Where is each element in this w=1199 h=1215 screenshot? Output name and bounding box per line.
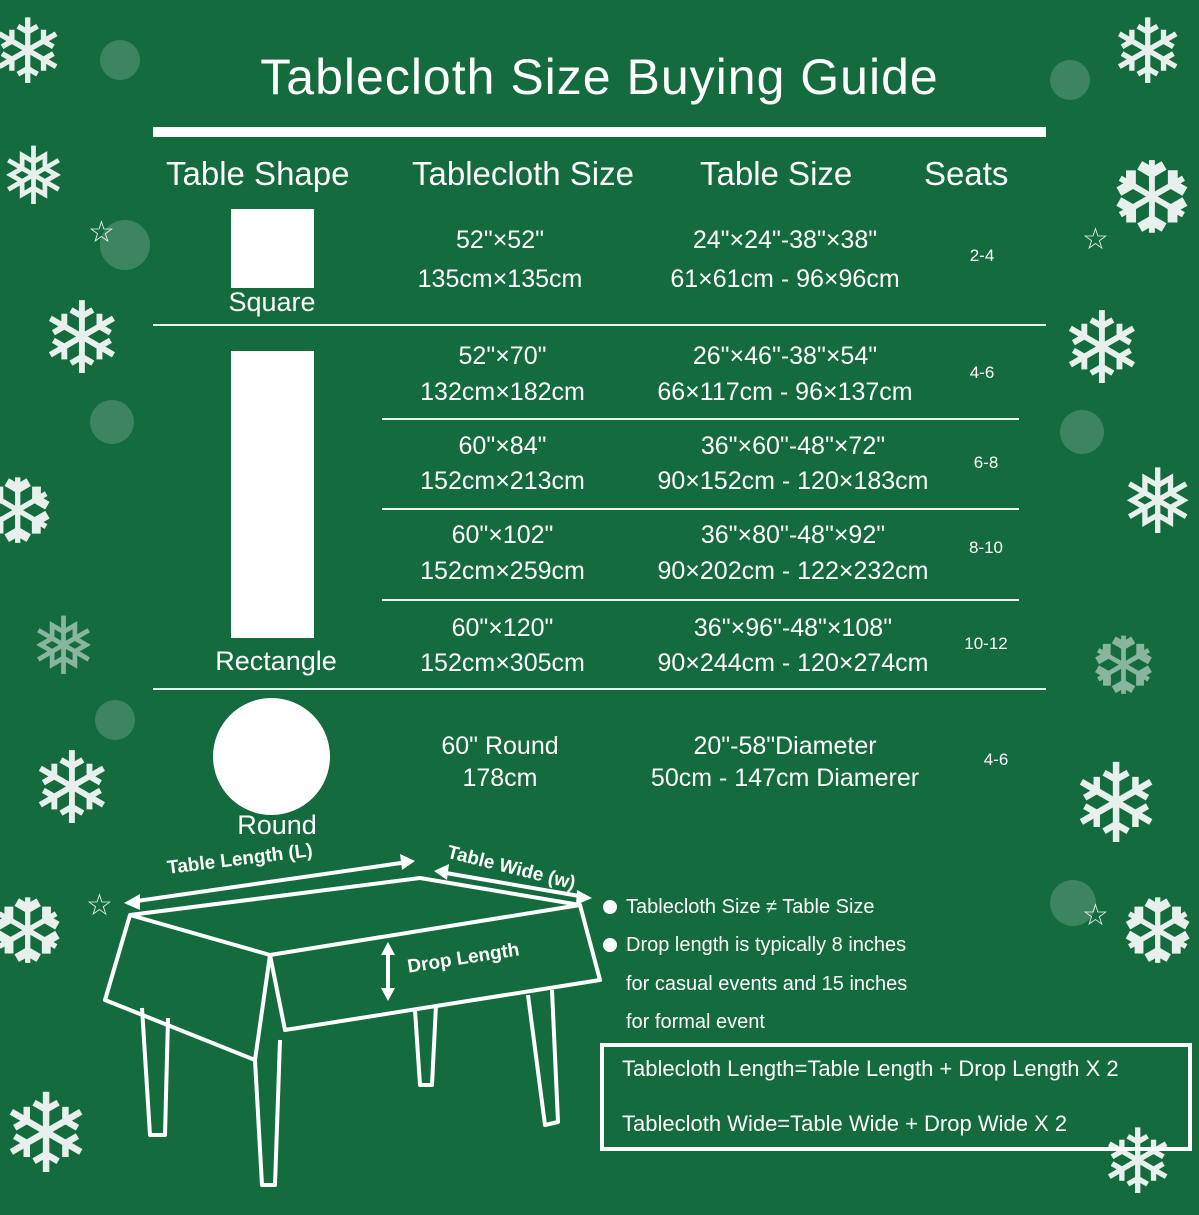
seats-value: 4-6	[983, 750, 1009, 769]
snowflake-icon: ❄	[1110, 3, 1186, 103]
snowflake-icon: ❄	[30, 733, 114, 845]
cloth-size-in: 52"×52"	[456, 226, 544, 254]
row-divider	[382, 418, 1019, 420]
cloth-size-cm: 132cm×182cm	[420, 378, 585, 406]
row-divider	[382, 599, 1019, 601]
page-title: Tablecloth Size Buying Guide	[260, 49, 939, 105]
star-icon: ☆	[1082, 223, 1109, 256]
cloth-size-in: 60"×84"	[458, 432, 547, 460]
cloth-size-cm: 152cm×213cm	[420, 467, 585, 495]
table-size-cm: 90×202cm - 122×232cm	[657, 557, 929, 585]
cloth-size-cm: 152cm×305cm	[420, 649, 585, 677]
table-leg	[526, 989, 560, 1127]
arrowhead	[400, 854, 415, 870]
table-size-in: 36"×80"-48"×92"	[700, 521, 886, 549]
snowflake-icon: ❅	[0, 132, 68, 221]
cloth-size-cm: 152cm×259cm	[420, 557, 585, 585]
table-size-cm: 90×152cm - 120×183cm	[657, 467, 929, 495]
seats-value: 10-12	[964, 634, 1008, 653]
shape-label-round: Round	[237, 810, 317, 840]
arrowhead	[381, 942, 395, 955]
formula-wide: Tablecloth Wide=Table Wide + Drop Wide X…	[622, 1111, 1068, 1136]
round-shape-icon	[213, 698, 330, 815]
table-size-in: 36"×96"-48"×108"	[693, 614, 893, 642]
bokeh-dot	[1050, 880, 1096, 926]
square-shape-icon	[231, 209, 314, 288]
snowflake-icon: ❆	[1110, 143, 1194, 255]
header-table-shape: Table Shape	[166, 155, 350, 192]
snowflake-icon: ❆	[0, 463, 56, 563]
bokeh-dot	[1060, 410, 1104, 454]
snowflake-icon: ❅	[30, 602, 98, 691]
note-text: for formal event	[626, 1011, 765, 1033]
arrowhead	[434, 864, 449, 880]
table-size-in: 24"×24"-38"×38"	[692, 226, 878, 254]
snowflake-icon: ❄	[0, 3, 66, 103]
formula-box	[600, 1043, 1192, 1151]
snowflake-icon: ❄	[1100, 1113, 1176, 1213]
table-size-cm: 66×117cm - 96×137cm	[657, 378, 913, 406]
cloth-size-cm: 135cm×135cm	[417, 265, 583, 293]
header-tablecloth-size: Tablecloth Size	[412, 155, 634, 192]
row-divider	[153, 688, 1046, 690]
header-table-size: Table Size	[700, 155, 853, 192]
table-size-cm: 50cm - 147cm Diamerer	[650, 764, 920, 792]
shape-label-rectangle: Rectangle	[215, 646, 337, 676]
table-size-in: 26"×46"-38"×54"	[692, 342, 878, 370]
table-leg	[413, 1004, 438, 1087]
snowflake-icon: ❆	[0, 883, 66, 983]
bullet-icon	[603, 938, 617, 952]
snowflake-icon: ❅	[1120, 453, 1196, 553]
star-icon: ☆	[1082, 899, 1109, 932]
cloth-size-cm: 178cm	[462, 764, 538, 792]
cloth-drop-front	[268, 904, 602, 1032]
seats-value: 4-6	[969, 363, 995, 382]
arrowhead	[576, 890, 592, 905]
formula-length: Tablecloth Length=Table Length + Drop Le…	[622, 1056, 1119, 1081]
snowflake-icon: ❄	[40, 283, 124, 395]
cloth-size-in: 52"×70"	[458, 342, 547, 370]
cloth-size-in: 60"×120"	[451, 614, 554, 642]
table-leg	[253, 1039, 282, 1187]
table-size-in: 36"×60"-48"×72"	[700, 432, 886, 460]
cloth-drop-left	[103, 914, 272, 1062]
bokeh-dot	[95, 700, 135, 740]
bokeh-dot	[100, 40, 140, 80]
table-leg	[140, 1007, 170, 1137]
bokeh-dot	[90, 400, 134, 444]
snowflake-icon: ❆	[1120, 883, 1196, 983]
snowflake-icon: ❄	[1070, 743, 1163, 866]
arrowhead	[381, 988, 395, 1001]
row-divider	[382, 508, 1019, 510]
rectangle-shape-icon	[231, 351, 314, 638]
length-arrow	[129, 860, 409, 904]
table-size-cm: 90×244cm - 120×274cm	[657, 649, 929, 677]
snowflake-icon: ❆	[1090, 622, 1158, 711]
note-text: for casual events and 15 inches	[626, 973, 908, 995]
star-icon: ☆	[88, 216, 115, 249]
seats-value: 2-4	[969, 246, 995, 265]
cloth-size-in: 60" Round	[441, 732, 559, 760]
seats-value: 6-8	[973, 453, 999, 472]
arrowhead	[124, 894, 140, 910]
table-size-in: 20"-58"Diameter	[693, 732, 877, 760]
row-divider	[153, 324, 1046, 326]
bokeh-dot	[1050, 60, 1090, 100]
shape-label-square: Square	[228, 287, 316, 317]
star-icon: ☆	[86, 889, 113, 922]
title-divider	[153, 127, 1046, 137]
header-seats: Seats	[924, 155, 1009, 192]
snowflake-icon: ❄	[0, 1073, 93, 1196]
wide-arrow	[439, 870, 586, 899]
bullet-icon	[603, 900, 617, 914]
note-text: Tablecloth Size ≠ Table Size	[626, 896, 875, 918]
snowflake-icon: ❄	[1060, 293, 1144, 405]
bokeh-dot	[100, 220, 150, 270]
seats-value: 8-10	[968, 538, 1004, 557]
table-size-cm: 61×61cm - 96×96cm	[670, 265, 900, 293]
cloth-size-in: 60"×102"	[451, 521, 554, 549]
note-text: Drop length is typically 8 inches	[626, 934, 907, 956]
